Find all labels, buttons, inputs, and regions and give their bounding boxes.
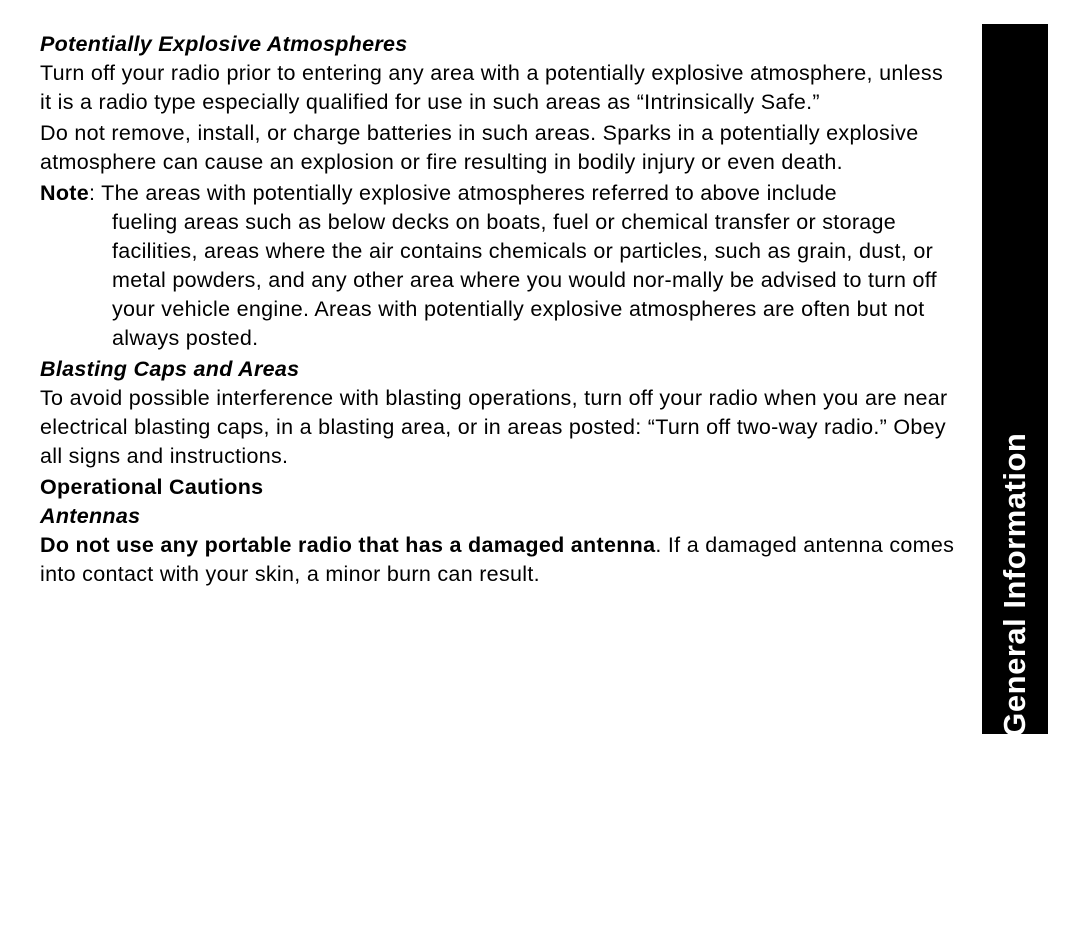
paragraph: Turn off your radio prior to entering an…: [40, 59, 960, 117]
heading-explosive-atmospheres: Potentially Explosive Atmospheres: [40, 30, 960, 59]
document-page: Potentially Explosive Atmospheres Turn o…: [0, 0, 1080, 758]
page-content: Potentially Explosive Atmospheres Turn o…: [40, 30, 960, 589]
heading-blasting-caps: Blasting Caps and Areas: [40, 355, 960, 384]
section-title: Safety and General Information: [997, 433, 1032, 908]
paragraph: To avoid possible interference with blas…: [40, 384, 960, 471]
side-tab: 7Safety and General Information: [982, 24, 1048, 734]
paragraph: Do not remove, install, or charge batter…: [40, 119, 960, 177]
page-number: 7: [997, 922, 1032, 939]
paragraph: Do not use any portable radio that has a…: [40, 531, 960, 589]
note-label: Note: [40, 181, 89, 205]
note-text-indented: fueling areas such as below decks on boa…: [40, 208, 960, 353]
heading-operational-cautions: Operational Cautions: [40, 473, 960, 502]
note-block: Note: The areas with potentially explosi…: [40, 179, 960, 353]
heading-antennas: Antennas: [40, 502, 960, 531]
bold-warning-text: Do not use any portable radio that has a…: [40, 533, 655, 557]
side-tab-label: 7 Safety and General Information: [997, 433, 1033, 939]
note-text: : The areas with potentially explosive a…: [89, 181, 837, 205]
